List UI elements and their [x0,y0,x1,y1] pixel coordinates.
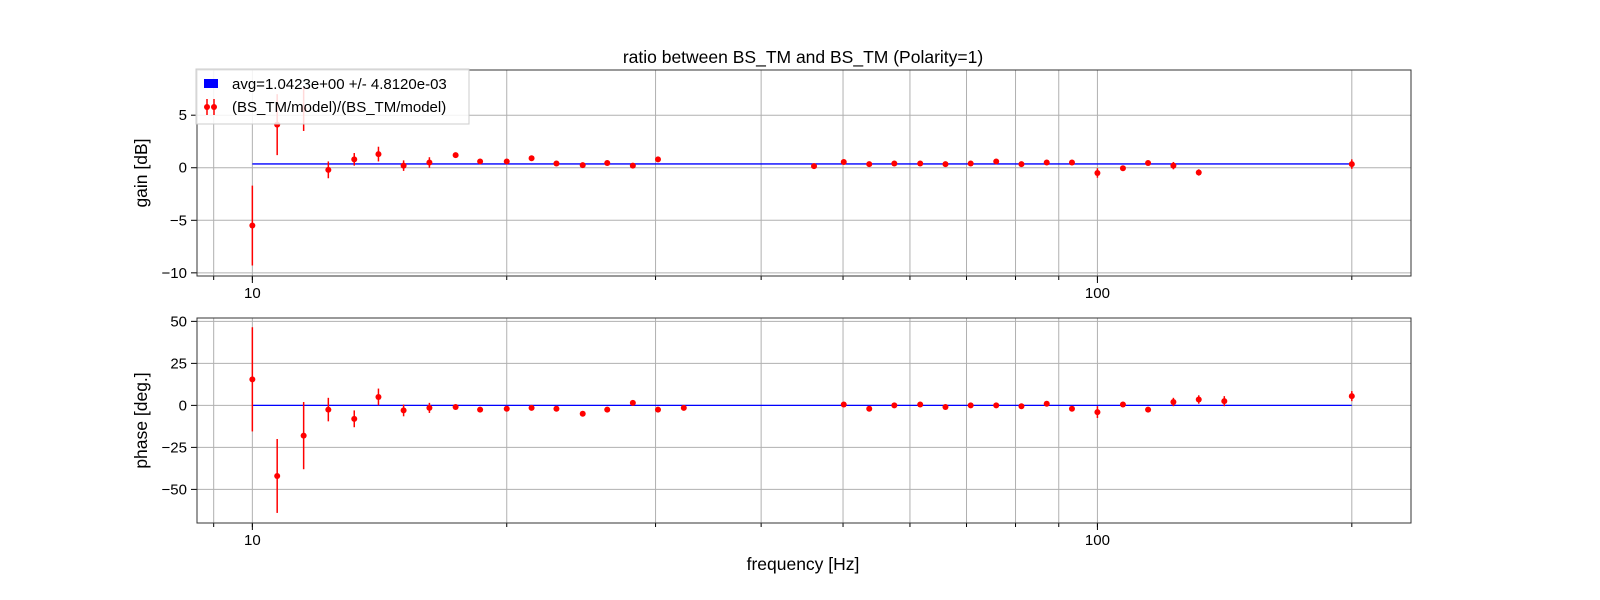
phase-plot-area [197,318,1411,523]
gain-data-point [325,166,332,173]
gain-data-point [1195,169,1202,176]
gain-x-tick-label: 10 [244,285,261,302]
gain-data-point [604,160,611,167]
gain-data-point [993,158,1000,165]
gain-data-point [1348,161,1355,168]
phase-data-point [866,405,873,412]
phase-data-point [967,402,974,409]
legend-ratio-marker [204,99,217,115]
phase-data-point [528,404,535,411]
gain-data-point [917,160,924,167]
legend-frame [195,68,470,125]
phase-data-point [1018,403,1025,410]
phase-x-tick-label: 100 [1085,532,1110,549]
gain-data-point [579,162,586,169]
phase-data-point [629,399,636,406]
gain-data-point [452,152,459,159]
phase-data-point [604,406,611,413]
legend-ratio-label: (BS_TM/model)/(BS_TM/model) [232,99,446,116]
phase-y-tick-label: −25 [162,439,187,456]
legend-avg-label: avg=1.0423e+00 +/- 4.8120e-03 [232,76,447,93]
gain-y-tick-label: −5 [170,212,187,229]
phase-data-point [426,404,433,411]
phase-data-point [249,376,256,383]
gain-data-point [249,222,256,229]
gain-data-point [400,162,407,169]
phase-data-point [400,407,407,414]
gain-data-point [1119,165,1126,172]
gain-y-tick-label: 0 [179,160,187,177]
phase-y-tick-label: 25 [170,355,187,372]
gain-data-point [426,159,433,166]
phase-y-tick-label: −50 [162,481,187,498]
phase-data-point [891,402,898,409]
phase-data-point [1145,406,1152,413]
gain-data-point [1018,161,1025,168]
phase-data-point [325,406,332,413]
phase-data-point [1170,399,1177,406]
phase-data-point [917,401,924,408]
gain-data-point [553,160,560,167]
gain-data-point [840,158,847,165]
phase-data-point [1119,401,1126,408]
phase-data-point [1348,393,1355,400]
phase-x-tick-label: 10 [244,532,261,549]
chart-title: ratio between BS_TM and BS_TM (Polarity=… [623,47,983,68]
phase-data-point [654,406,661,413]
phase-data-point [1195,396,1202,403]
gain-data-point [528,155,535,162]
gain-data-point [629,162,636,169]
gain-data-point [1145,160,1152,167]
phase-data-point [1068,405,1075,412]
gain-data-point [1043,159,1050,166]
phase-data-point [579,410,586,417]
gain-data-point [477,158,484,165]
phase-series [249,327,1355,513]
gain-data-point [351,156,358,163]
gain-data-point [1094,170,1101,176]
gain-data-point [811,163,818,170]
phase-data-point [477,406,484,413]
phase-data-point [993,402,1000,409]
phase-data-point [503,405,510,412]
legend-avg-patch [204,79,218,88]
phase-axes-frame [196,317,1412,524]
phase-y-tick-label: 50 [170,313,187,330]
gain-data-point [891,160,898,167]
gain-data-point [654,156,661,163]
phase-data-point [274,472,281,479]
phase-y-axis-label: phase [deg.] [131,372,151,468]
phase-data-point [680,404,687,411]
gain-data-point [375,151,382,158]
gain-y-tick-label: 5 [179,107,187,124]
phase-data-point [553,405,560,412]
gain-data-point [503,158,510,165]
phase-panel: 10 100 50 25 0 −25 −50 phase [deg.] [131,313,1412,549]
gain-axes-frame [196,69,1412,277]
phase-data-point [351,415,358,422]
x-axis-label: frequency [Hz] [747,554,860,574]
legend: avg=1.0423e+00 +/- 4.8120e-03 (BS_TM/mod… [195,68,470,125]
phase-data-point [300,432,307,439]
phase-y-tick-label: 0 [179,397,187,414]
phase-data-point [375,393,382,400]
gain-data-point [967,160,974,167]
gain-data-point [942,161,949,168]
gain-data-point [1170,162,1177,169]
gain-data-point [1068,159,1075,166]
phase-data-point [452,404,459,411]
phase-data-point [1094,409,1101,416]
gain-y-axis-label: gain [dB] [131,138,151,207]
phase-data-point [1043,400,1050,407]
gain-data-point [866,161,873,168]
gain-x-tick-label: 100 [1085,285,1110,302]
phase-data-point [840,401,847,408]
gain-y-tick-label: −10 [162,265,187,282]
phase-data-point [942,404,949,411]
phase-data-point [1221,398,1228,405]
